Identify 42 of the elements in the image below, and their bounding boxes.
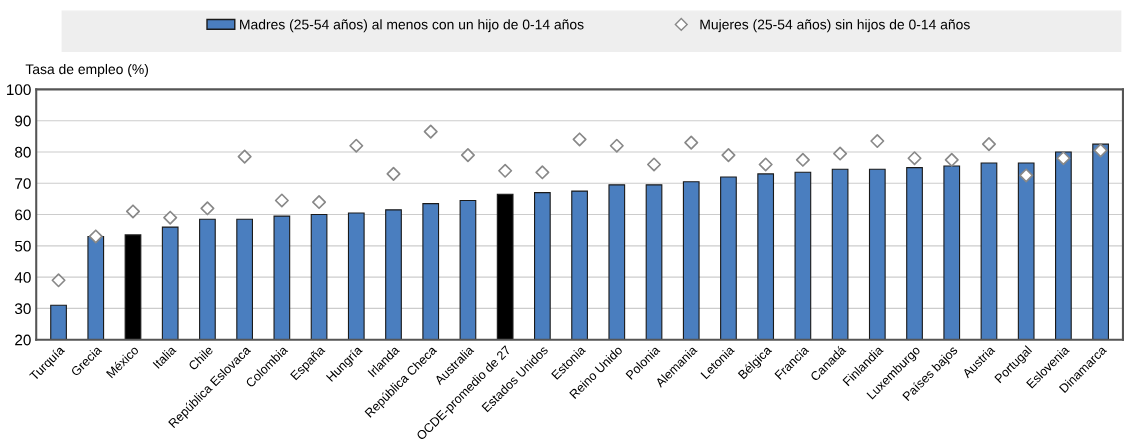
point: [684, 135, 699, 150]
point: [51, 273, 66, 288]
point: [237, 149, 252, 164]
point: [870, 133, 885, 149]
point: [646, 157, 662, 172]
y-tick-label: 40: [14, 272, 31, 283]
point: [944, 152, 959, 167]
point: [795, 152, 810, 167]
y-tick-label: 50: [14, 240, 31, 252]
point: [498, 163, 513, 178]
point: [460, 148, 475, 163]
y-tick-label: 70: [15, 178, 31, 189]
point: [1056, 151, 1071, 166]
point: [907, 151, 922, 166]
y-tick-label: 90: [15, 115, 31, 127]
legend-label: Mujeres (25-54 años) sin hijos de 0-14 años: [700, 19, 970, 33]
point: [1093, 143, 1108, 158]
x-tick-label: Italia: [152, 344, 177, 369]
point: [572, 132, 587, 147]
y-axis-title: Tasa de empleo (%): [25, 63, 148, 77]
y-tick-label: 100: [7, 84, 31, 96]
y-tick-label: 60: [15, 209, 31, 221]
point: [833, 146, 848, 161]
point: [535, 165, 550, 180]
point: [1019, 168, 1034, 183]
point: [312, 194, 327, 210]
point: [423, 124, 438, 139]
point: [758, 157, 773, 172]
point: [274, 193, 289, 208]
y-tick-label: 20: [15, 334, 31, 346]
y-tick-label: 30: [14, 303, 31, 315]
point: [163, 210, 178, 225]
point: [125, 204, 141, 219]
y-tick-label: 80: [15, 146, 31, 158]
legend-label: Madres (25-54 años) al menos con un hijo de 0-14 años: [240, 19, 584, 33]
point: [721, 148, 736, 163]
point: [609, 138, 624, 153]
point: [349, 138, 364, 153]
point: [88, 229, 103, 244]
point: [386, 166, 401, 181]
point: [981, 137, 997, 152]
point: [200, 201, 215, 216]
